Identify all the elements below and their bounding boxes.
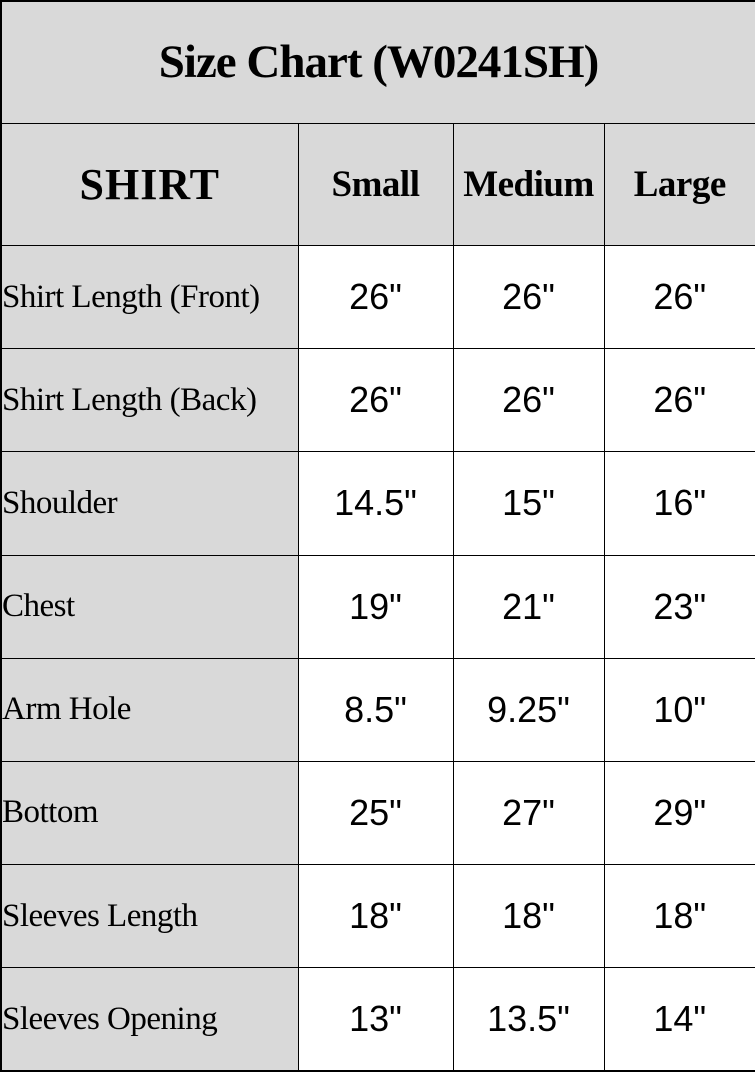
column-header-large: Large — [603, 122, 755, 246]
value-medium: 18" — [452, 864, 605, 969]
row-label: Shoulder — [0, 451, 299, 556]
value-medium: 26" — [452, 244, 605, 350]
row-label: Chest — [0, 554, 299, 659]
value-medium: 27" — [452, 760, 605, 866]
value-medium: 13.5" — [452, 967, 605, 1072]
value-small: 18" — [297, 864, 454, 969]
table-row-bottom: Bottom 25" 27" 29" — [0, 760, 755, 866]
header-row: SHIRT Small Medium Large — [0, 122, 755, 246]
value-small: 26" — [297, 348, 454, 453]
value-large: 23" — [603, 554, 755, 659]
value-small: 25" — [297, 760, 454, 866]
value-medium: 26" — [452, 348, 605, 453]
value-medium: 21" — [452, 554, 605, 659]
value-small: 8.5" — [297, 657, 454, 762]
value-large: 18" — [603, 864, 755, 969]
value-large: 16" — [603, 451, 755, 556]
column-header-medium: Medium — [452, 122, 605, 246]
value-medium: 9.25" — [452, 657, 605, 762]
value-small: 14.5" — [297, 451, 454, 556]
table-row-sleeves-opening: Sleeves Opening 13" 13.5" 14" — [0, 967, 755, 1072]
value-small: 26" — [297, 244, 454, 350]
value-large: 29" — [603, 760, 755, 866]
value-small: 13" — [297, 967, 454, 1072]
value-large: 26" — [603, 244, 755, 350]
table-row-sleeves-length: Sleeves Length 18" 18" 18" — [0, 864, 755, 969]
column-header-small: Small — [297, 122, 454, 246]
row-label: Bottom — [0, 760, 299, 866]
table-row-arm-hole: Arm Hole 8.5" 9.25" 10" — [0, 657, 755, 762]
chart-title: Size Chart (W0241SH) — [0, 0, 755, 124]
table-row-chest: Chest 19" 21" 23" — [0, 554, 755, 659]
row-label: Sleeves Length — [0, 864, 299, 969]
row-label: Shirt Length (Back) — [0, 348, 299, 453]
title-row: Size Chart (W0241SH) — [0, 0, 755, 124]
value-medium: 15" — [452, 451, 605, 556]
value-small: 19" — [297, 554, 454, 659]
value-large: 26" — [603, 348, 755, 453]
corner-header-shirt: SHIRT — [0, 122, 299, 246]
value-large: 10" — [603, 657, 755, 762]
table-row-shoulder: Shoulder 14.5" 15" 16" — [0, 451, 755, 556]
table-row-shirt-length-back: Shirt Length (Back) 26" 26" 26" — [0, 348, 755, 453]
row-label: Shirt Length (Front) — [0, 244, 299, 350]
table-row-shirt-length-front: Shirt Length (Front) 26" 26" 26" — [0, 244, 755, 350]
value-large: 14" — [603, 967, 755, 1072]
row-label: Arm Hole — [0, 657, 299, 762]
row-label: Sleeves Opening — [0, 967, 299, 1072]
